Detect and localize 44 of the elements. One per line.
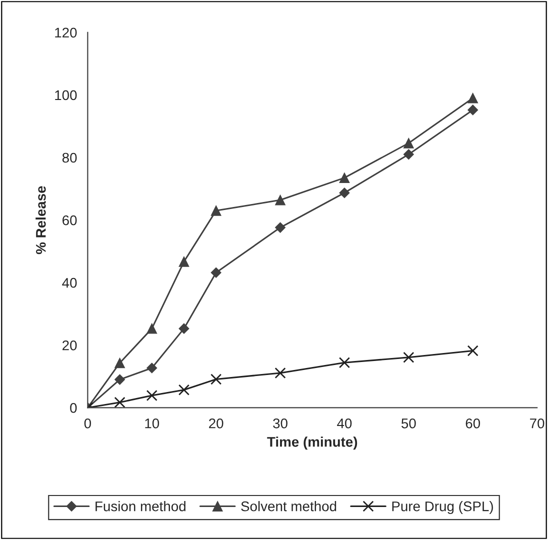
x-tick-label: 20	[209, 418, 224, 428]
x-tick-label: 40	[337, 418, 352, 428]
point	[468, 92, 478, 104]
point	[403, 138, 414, 148]
point	[468, 104, 478, 116]
y-tick-label: 20	[62, 340, 77, 350]
point	[114, 374, 126, 385]
x-axis-title: Time (minute)	[267, 436, 358, 450]
x-tick-label: 10	[145, 418, 160, 428]
y-tick-label: 40	[62, 278, 77, 288]
point	[178, 256, 190, 267]
legend-label: Pure Drug (SPL)	[392, 501, 493, 514]
point	[210, 267, 222, 278]
y-tick-label: 120	[55, 28, 77, 38]
point	[339, 172, 350, 184]
point	[114, 396, 126, 408]
y-tick-label: 0	[70, 403, 77, 413]
x-tick-label: 30	[273, 418, 288, 428]
point	[275, 222, 286, 233]
point	[210, 374, 222, 385]
point	[210, 205, 222, 216]
x-tick-label: 70	[530, 418, 544, 428]
point	[275, 194, 286, 206]
y-tick-label: 100	[55, 90, 77, 100]
y-tick-label: 80	[62, 152, 77, 163]
legend-label: Solvent method	[241, 501, 336, 512]
point	[403, 149, 414, 160]
point	[403, 352, 414, 363]
x-tick-label: 50	[401, 418, 416, 428]
point	[338, 357, 350, 368]
point	[274, 367, 286, 379]
point	[146, 390, 158, 402]
point	[146, 362, 158, 374]
point	[467, 345, 478, 356]
x-tick-label: 0	[84, 418, 91, 428]
point	[114, 358, 125, 368]
x-tick-label: 60	[466, 418, 480, 428]
y-axis-title: % Release	[36, 186, 46, 254]
point	[178, 323, 190, 334]
legend-label: Fusion method	[96, 501, 186, 512]
point	[339, 188, 350, 198]
point	[178, 384, 190, 396]
point	[146, 323, 158, 334]
y-tick-label: 60	[62, 215, 77, 226]
